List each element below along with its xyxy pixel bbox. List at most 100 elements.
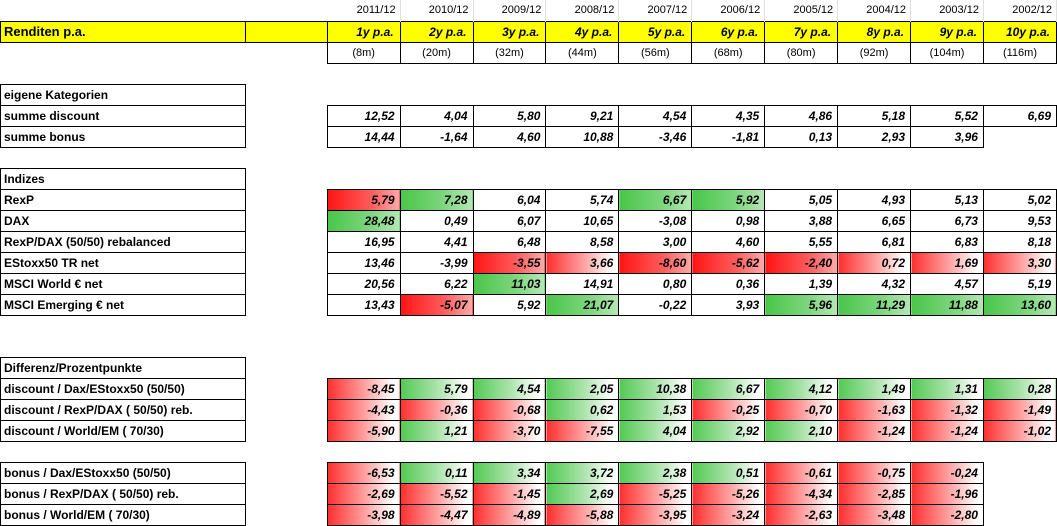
value-cell[interactable]: 6,69: [982, 104, 1057, 127]
year-cell[interactable]: 2003/12: [910, 0, 984, 21]
period-header-cell[interactable]: 3y p.a.: [472, 20, 547, 43]
month-cell[interactable]: (92m): [837, 41, 912, 64]
value-cell[interactable]: 4,41: [399, 230, 474, 253]
value-cell[interactable]: -0,61: [764, 461, 839, 484]
row-label-cell[interactable]: DAX: [0, 209, 246, 232]
value-cell[interactable]: -0,25: [691, 398, 766, 421]
value-cell[interactable]: -1,49: [982, 398, 1057, 421]
value-cell[interactable]: 0,11: [399, 461, 474, 484]
value-cell[interactable]: 7,28: [399, 188, 474, 211]
year-cell[interactable]: 2010/12: [400, 0, 474, 21]
value-cell[interactable]: 5,19: [982, 272, 1057, 295]
value-cell[interactable]: 1,49: [837, 377, 912, 400]
value-cell[interactable]: 4,93: [837, 188, 912, 211]
value-cell[interactable]: 2,92: [691, 419, 766, 442]
value-cell[interactable]: 8,58: [545, 230, 620, 253]
row-label-cell[interactable]: RexP/DAX (50/50) rebalanced: [0, 230, 246, 253]
value-cell[interactable]: 3,34: [472, 461, 547, 484]
value-cell[interactable]: -1,32: [910, 398, 984, 421]
value-cell[interactable]: -4,47: [399, 503, 474, 526]
value-cell[interactable]: 2,05: [545, 377, 620, 400]
value-cell[interactable]: 1,53: [618, 398, 693, 421]
value-cell[interactable]: 5,79: [399, 377, 474, 400]
value-cell[interactable]: 3,30: [982, 251, 1057, 274]
value-cell[interactable]: 4,32: [837, 272, 912, 295]
value-cell[interactable]: 0,36: [691, 272, 766, 295]
value-cell[interactable]: -0,36: [399, 398, 474, 421]
period-header-cell[interactable]: 8y p.a.: [837, 20, 912, 43]
value-cell[interactable]: -1,02: [982, 419, 1057, 442]
value-cell[interactable]: -5,62: [691, 251, 766, 274]
value-cell[interactable]: 13,60: [982, 293, 1057, 316]
year-cell[interactable]: 2002/12: [983, 0, 1057, 21]
value-cell[interactable]: -3,95: [618, 503, 693, 526]
value-cell[interactable]: 11,29: [837, 293, 912, 316]
row-label-cell[interactable]: bonus / World/EM ( 70/30): [0, 503, 246, 526]
period-header-cell[interactable]: 2y p.a.: [399, 20, 474, 43]
value-cell[interactable]: 12,52: [326, 104, 401, 127]
value-cell[interactable]: 6,04: [472, 188, 547, 211]
value-cell[interactable]: 21,07: [545, 293, 620, 316]
month-cell[interactable]: (116m): [982, 41, 1057, 64]
value-cell[interactable]: 1,39: [764, 272, 839, 295]
value-cell[interactable]: -5,26: [691, 482, 766, 505]
value-cell[interactable]: -2,69: [326, 482, 401, 505]
value-cell[interactable]: -3,48: [837, 503, 912, 526]
month-cell[interactable]: (68m): [691, 41, 766, 64]
value-cell[interactable]: 13,46: [326, 251, 401, 274]
value-cell[interactable]: 10,38: [618, 377, 693, 400]
value-cell[interactable]: 4,57: [910, 272, 984, 295]
value-cell[interactable]: 6,65: [837, 209, 912, 232]
row-label-cell[interactable]: bonus / RexP/DAX ( 50/50) reb.: [0, 482, 246, 505]
section-title-cell[interactable]: Indizes: [0, 167, 246, 190]
row-label-cell[interactable]: summe bonus: [0, 125, 246, 148]
value-cell[interactable]: 6,22: [399, 272, 474, 295]
value-cell[interactable]: 6,73: [910, 209, 984, 232]
value-cell[interactable]: 14,91: [545, 272, 620, 295]
value-cell[interactable]: -4,43: [326, 398, 401, 421]
value-cell[interactable]: 3,00: [618, 230, 693, 253]
value-cell[interactable]: 1,69: [910, 251, 984, 274]
value-cell[interactable]: 5,92: [472, 293, 547, 316]
value-cell[interactable]: -0,75: [837, 461, 912, 484]
value-cell[interactable]: 5,05: [764, 188, 839, 211]
value-cell[interactable]: 3,96: [910, 125, 984, 148]
value-cell[interactable]: 0,72: [837, 251, 912, 274]
year-cell[interactable]: 2004/12: [837, 0, 912, 21]
value-cell[interactable]: 6,48: [472, 230, 547, 253]
row-label-cell[interactable]: MSCI World € net: [0, 272, 246, 295]
value-cell[interactable]: -8,60: [618, 251, 693, 274]
year-cell[interactable]: 2007/12: [618, 0, 693, 21]
year-cell[interactable]: 2006/12: [691, 0, 766, 21]
section-title-cell[interactable]: eigene Kategorien: [0, 83, 246, 106]
value-cell[interactable]: -1,81: [691, 125, 766, 148]
section-title-cell[interactable]: Differenz/Prozentpunkte: [0, 356, 246, 379]
year-cell[interactable]: 2005/12: [764, 0, 839, 21]
value-cell[interactable]: -1,64: [399, 125, 474, 148]
value-cell[interactable]: 11,03: [472, 272, 547, 295]
row-label-cell[interactable]: summe discount: [0, 104, 246, 127]
year-cell[interactable]: 2011/12: [327, 0, 401, 21]
value-cell[interactable]: 5,18: [837, 104, 912, 127]
value-cell[interactable]: -0,70: [764, 398, 839, 421]
value-cell[interactable]: 0,98: [691, 209, 766, 232]
value-cell[interactable]: -2,63: [764, 503, 839, 526]
value-cell[interactable]: 14,44: [326, 125, 401, 148]
month-cell[interactable]: (44m): [545, 41, 620, 64]
period-header-cell[interactable]: 6y p.a.: [691, 20, 766, 43]
value-cell[interactable]: 4,60: [691, 230, 766, 253]
period-header-cell[interactable]: 10y p.a.: [982, 20, 1057, 43]
value-cell[interactable]: 3,66: [545, 251, 620, 274]
value-cell[interactable]: 16,95: [326, 230, 401, 253]
period-header-cell[interactable]: 7y p.a.: [764, 20, 839, 43]
value-cell[interactable]: -4,89: [472, 503, 547, 526]
value-cell[interactable]: 0,62: [545, 398, 620, 421]
value-cell[interactable]: 1,31: [910, 377, 984, 400]
spacer-cell[interactable]: [244, 20, 328, 43]
value-cell[interactable]: 5,96: [764, 293, 839, 316]
value-cell[interactable]: -5,52: [399, 482, 474, 505]
row-label-cell[interactable]: EStoxx50 TR net: [0, 251, 246, 274]
value-cell[interactable]: 6,81: [837, 230, 912, 253]
row-label-cell[interactable]: MSCI Emerging € net: [0, 293, 246, 316]
value-cell[interactable]: -6,53: [326, 461, 401, 484]
